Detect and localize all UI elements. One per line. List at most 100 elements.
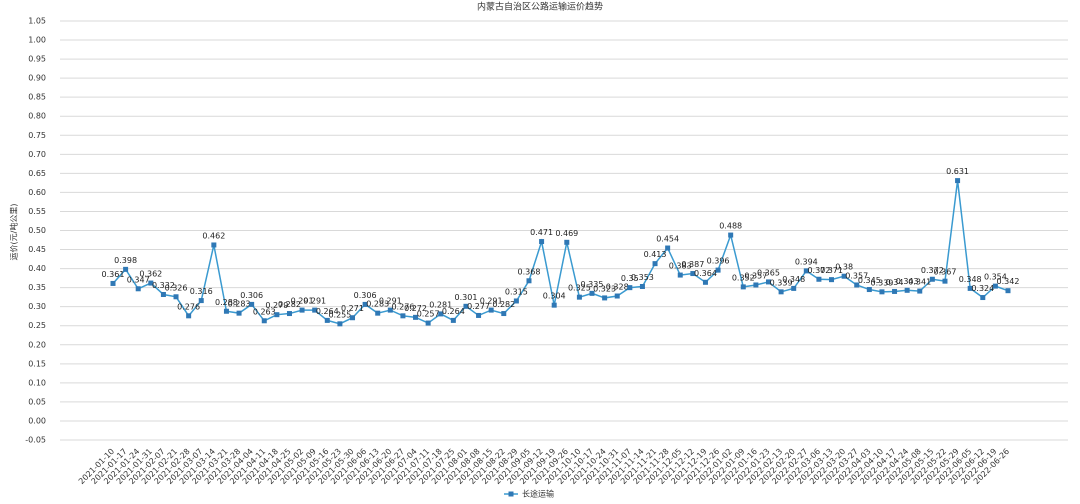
marker xyxy=(841,273,847,279)
data-label: 0.325 xyxy=(568,284,591,293)
data-label: 0.255 xyxy=(328,310,351,319)
data-label: 0.282 xyxy=(278,300,301,309)
marker xyxy=(261,318,267,324)
chart-title: 内蒙古自治区公路运输运价趋势 xyxy=(477,1,603,13)
data-label: 0.348 xyxy=(782,275,805,284)
data-label: 0.34 xyxy=(886,278,904,287)
data-label: 0.332 xyxy=(152,281,175,290)
data-label: 0.413 xyxy=(644,250,667,259)
data-label: 0.315 xyxy=(505,287,528,296)
data-label: 0.462 xyxy=(202,231,225,240)
marker xyxy=(148,280,154,286)
data-label: 0.342 xyxy=(997,277,1020,286)
data-label: 0.257 xyxy=(417,310,440,319)
data-label: 0.488 xyxy=(719,222,742,231)
marker xyxy=(274,312,280,318)
data-label: 0.343 xyxy=(896,277,919,286)
marker xyxy=(299,307,305,313)
y-tick-label: 0.95 xyxy=(28,55,46,64)
marker xyxy=(803,268,809,274)
marker xyxy=(816,276,822,282)
marker xyxy=(967,285,973,291)
marker xyxy=(866,287,872,293)
data-label: 0.316 xyxy=(190,287,213,296)
marker xyxy=(211,242,217,248)
marker xyxy=(904,287,910,293)
data-label: 0.291 xyxy=(291,297,314,306)
marker xyxy=(955,178,961,184)
marker xyxy=(627,285,633,291)
data-label: 0.339 xyxy=(870,278,893,287)
marker xyxy=(400,313,406,319)
marker xyxy=(690,271,696,277)
marker xyxy=(778,289,784,295)
marker xyxy=(702,279,708,285)
legend-marker xyxy=(508,491,514,497)
data-label: 0.264 xyxy=(442,307,465,316)
data-label: 0.283 xyxy=(228,300,251,309)
y-tick-label: 0.70 xyxy=(28,150,46,159)
data-label: 0.353 xyxy=(631,273,654,282)
data-label: 0.367 xyxy=(934,268,957,277)
marker xyxy=(236,310,242,316)
data-label: 0.387 xyxy=(681,260,704,269)
marker xyxy=(665,245,671,251)
data-label: 0.283 xyxy=(366,300,389,309)
marker xyxy=(438,311,444,317)
y-tick-label: 0.80 xyxy=(28,112,46,121)
marker xyxy=(715,267,721,273)
marker xyxy=(387,307,393,313)
y-tick-label: 0.25 xyxy=(28,321,46,330)
y-tick-label: 0.30 xyxy=(28,302,46,311)
legend-label: 长途运输 xyxy=(522,489,554,499)
marker xyxy=(791,285,797,291)
marker xyxy=(740,284,746,290)
y-tick-label: 0.65 xyxy=(28,169,46,178)
y-tick-label: 0.45 xyxy=(28,245,46,254)
y-tick-label: 0.90 xyxy=(28,74,46,83)
marker xyxy=(223,308,229,314)
data-label: 0.291 xyxy=(303,297,326,306)
data-label: 0.372 xyxy=(807,266,830,275)
data-label: 0.264 xyxy=(316,307,339,316)
data-label: 0.277 xyxy=(467,302,490,311)
data-label: 0.454 xyxy=(656,235,679,244)
y-tick-label: 0.05 xyxy=(28,397,46,406)
marker xyxy=(992,283,998,289)
marker xyxy=(753,282,759,288)
data-label: 0.279 xyxy=(265,301,288,310)
marker xyxy=(337,321,343,327)
marker xyxy=(917,288,923,294)
y-tick-label: 0.00 xyxy=(28,416,46,425)
data-label: 0.361 xyxy=(102,270,125,279)
marker xyxy=(488,307,494,313)
data-label: 0.362 xyxy=(139,270,162,279)
marker xyxy=(425,320,431,326)
data-label: 0.38 xyxy=(835,263,853,272)
data-label: 0.354 xyxy=(984,273,1007,282)
data-label: 0.394 xyxy=(795,257,818,266)
marker xyxy=(765,279,771,285)
data-label: 0.291 xyxy=(480,297,503,306)
data-label: 0.301 xyxy=(455,293,478,302)
marker xyxy=(186,313,192,319)
data-label: 0.282 xyxy=(492,300,515,309)
marker xyxy=(929,276,935,282)
marker xyxy=(589,290,595,296)
marker xyxy=(980,295,986,301)
marker xyxy=(526,278,532,284)
data-label: 0.372 xyxy=(921,266,944,275)
y-tick-label: 1.00 xyxy=(28,36,46,45)
data-label: 0.341 xyxy=(908,278,931,287)
data-label: 0.272 xyxy=(404,304,427,313)
data-label: 0.352 xyxy=(732,273,755,282)
marker xyxy=(135,286,141,292)
marker xyxy=(476,312,482,318)
data-label: 0.326 xyxy=(165,283,188,292)
data-label: 0.276 xyxy=(391,302,414,311)
marker xyxy=(198,298,204,304)
marker xyxy=(602,295,608,301)
data-label: 0.357 xyxy=(744,271,767,280)
marker xyxy=(513,298,519,304)
